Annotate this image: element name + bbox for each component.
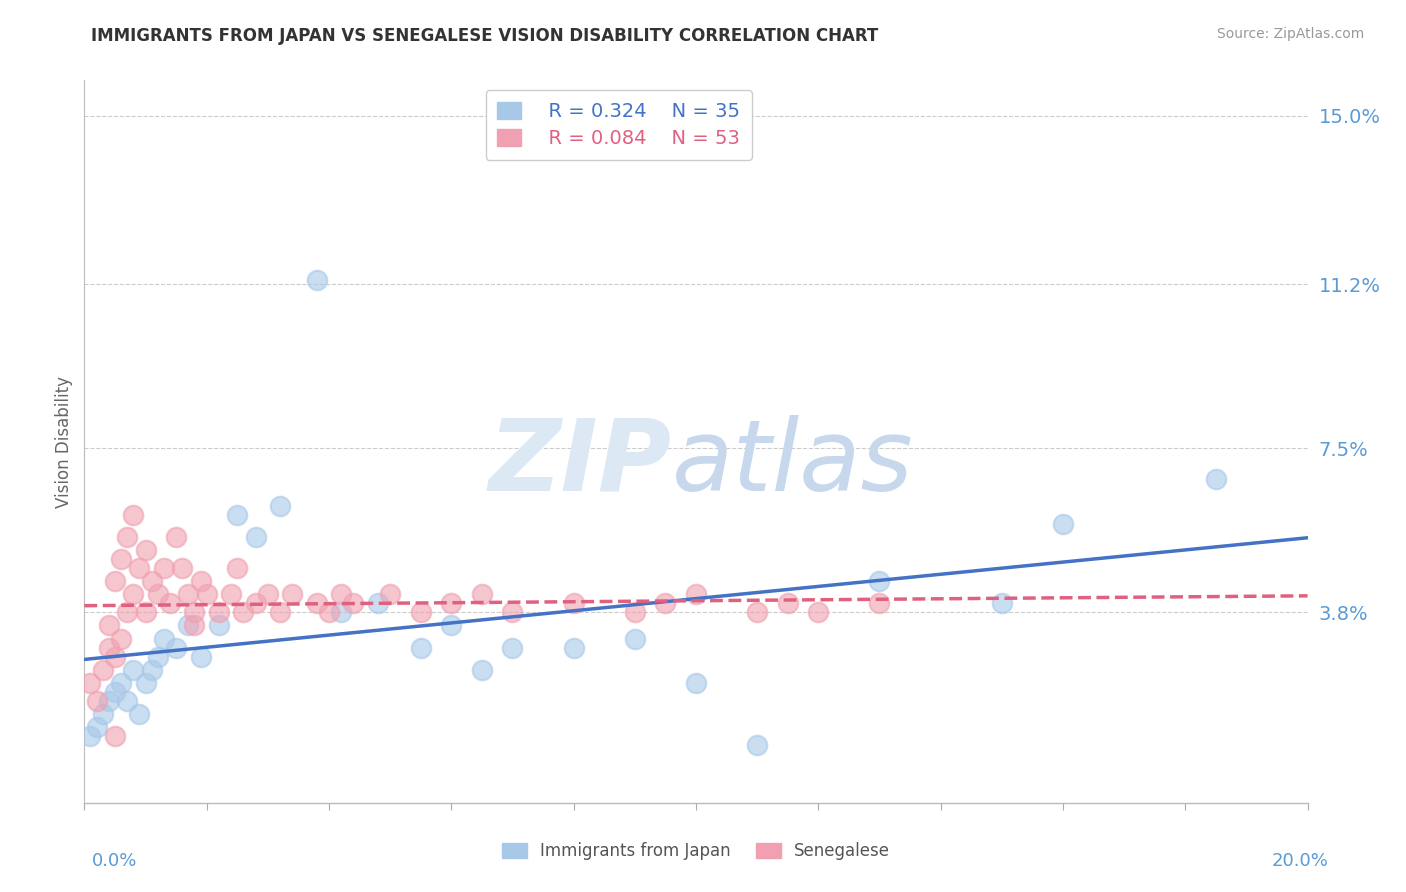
Point (869, 574, 891, 589)
Point (269, 605, 291, 619)
Text: ZIP: ZIP (488, 415, 672, 512)
Point (624, 605, 647, 619)
Point (97, 618, 120, 632)
Point (110, 676, 132, 690)
Point (141, 663, 163, 677)
Point (330, 605, 353, 619)
Point (172, 561, 194, 575)
Text: atlas: atlas (672, 415, 912, 512)
Point (562, 640, 585, 655)
Point (86, 694, 108, 708)
Point (195, 587, 218, 601)
Point (135, 605, 157, 619)
Point (245, 530, 267, 544)
Point (128, 707, 150, 722)
Point (135, 676, 157, 690)
Point (409, 605, 432, 619)
Point (146, 587, 169, 601)
Point (115, 605, 138, 619)
Point (562, 596, 585, 610)
Point (685, 676, 707, 690)
Point (135, 543, 157, 558)
Point (183, 605, 205, 619)
Point (79, 676, 101, 690)
Point (380, 587, 402, 601)
Point (232, 605, 254, 619)
Point (115, 530, 138, 544)
Point (342, 596, 364, 610)
Text: 20.0%: 20.0% (1272, 852, 1329, 870)
Point (115, 694, 138, 708)
Y-axis label: Vision Disability: Vision Disability (55, 376, 73, 508)
Point (1205, 472, 1227, 486)
Point (165, 530, 187, 544)
Point (747, 605, 769, 619)
Point (257, 587, 280, 601)
Point (153, 561, 176, 575)
Point (91, 707, 114, 722)
Point (219, 587, 242, 601)
Point (869, 596, 891, 610)
Point (991, 596, 1014, 610)
Text: 0.0%: 0.0% (91, 852, 136, 870)
Point (208, 605, 231, 619)
Point (409, 640, 432, 655)
Point (330, 587, 353, 601)
Text: Source: ZipAtlas.com: Source: ZipAtlas.com (1216, 27, 1364, 41)
Point (502, 605, 524, 619)
Point (226, 508, 249, 522)
Legend: Immigrants from Japan, Senegalese: Immigrants from Japan, Senegalese (495, 836, 897, 867)
Point (269, 499, 291, 513)
Point (128, 561, 150, 575)
Point (654, 596, 676, 610)
Point (122, 587, 145, 601)
Point (159, 596, 181, 610)
Point (305, 596, 328, 610)
Point (104, 574, 127, 589)
Point (104, 685, 127, 699)
Point (110, 552, 132, 566)
Point (91, 663, 114, 677)
Point (471, 587, 494, 601)
Point (86, 721, 108, 735)
Point (471, 663, 494, 677)
Point (685, 587, 707, 601)
Point (165, 640, 187, 655)
Point (190, 649, 212, 664)
Point (146, 649, 169, 664)
Point (110, 632, 132, 646)
Point (208, 618, 231, 632)
Point (281, 587, 304, 601)
Point (97, 694, 120, 708)
Point (807, 605, 830, 619)
Point (747, 738, 769, 752)
Point (141, 574, 163, 589)
Point (190, 574, 212, 589)
Point (367, 596, 389, 610)
Point (97, 640, 120, 655)
Point (440, 596, 463, 610)
Point (79, 729, 101, 743)
Point (104, 649, 127, 664)
Point (122, 663, 145, 677)
Point (624, 632, 647, 646)
Point (177, 587, 200, 601)
Point (226, 561, 249, 575)
Point (305, 273, 328, 287)
Point (1052, 516, 1074, 531)
Point (153, 632, 176, 646)
Point (776, 596, 799, 610)
Point (318, 605, 340, 619)
Point (440, 618, 463, 632)
Point (104, 729, 127, 743)
Point (122, 508, 145, 522)
Point (502, 640, 524, 655)
Point (183, 618, 205, 632)
Text: IMMIGRANTS FROM JAPAN VS SENEGALESE VISION DISABILITY CORRELATION CHART: IMMIGRANTS FROM JAPAN VS SENEGALESE VISI… (91, 27, 879, 45)
Point (245, 596, 267, 610)
Point (177, 618, 200, 632)
